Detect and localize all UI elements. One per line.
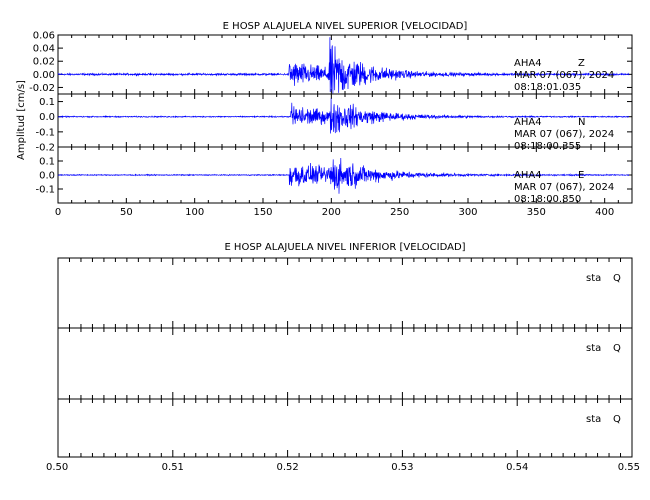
lower-chart-title: E HOSP ALAJUELA NIVEL INFERIOR [VELOCIDA…: [224, 242, 465, 253]
upper-x-tick-label: 350: [527, 207, 546, 218]
upper-x-tick-label: 150: [253, 207, 272, 218]
upper-x-tick-label: 50: [120, 207, 133, 218]
lower-panel-frame: [57, 398, 633, 458]
lower-x-tick-label: 0.53: [391, 462, 413, 473]
upper-y-tick-label: 0.02: [33, 57, 55, 68]
lower-panel-frame: [57, 257, 633, 329]
upper-y-tick-label: -0.2: [35, 143, 55, 154]
panel-date-label: MAR 07 (067), 2024: [514, 182, 614, 193]
upper-y-tick-label: 0.0: [39, 112, 55, 123]
waveform-e: [57, 157, 630, 194]
panel-time-label: 08:18:01.035: [514, 82, 581, 93]
waveform-z: [57, 37, 630, 94]
upper-y-tick-label: -0.1: [35, 127, 55, 138]
upper-y-tick-label: 0.00: [33, 70, 55, 81]
panel-date-label: MAR 07 (067), 2024: [514, 129, 614, 140]
upper-y-tick-label: 0.1: [39, 157, 55, 168]
panel-time-label: 08:18:00.850: [514, 194, 581, 205]
upper-x-tick-label: 400: [595, 207, 614, 218]
panel-component-label: N: [578, 117, 585, 128]
panel-component-label: Z: [578, 58, 585, 69]
lower-panel-3: sta Q: [57, 398, 633, 458]
panel-component-label: Q: [613, 273, 621, 284]
lower-x-tick-label: 0.54: [506, 462, 528, 473]
panel-station-label: AHA4: [514, 170, 542, 181]
panel-station-label: AHA4: [514, 58, 542, 69]
upper-y-tick-label: 0.1: [39, 97, 55, 108]
upper-x-tick-label: 0: [55, 207, 61, 218]
upper-y-tick-label: 0.04: [33, 44, 55, 55]
upper-x-tick-label: 100: [185, 207, 204, 218]
upper-chart-ylabel: Amplitud [cm/s]: [16, 80, 27, 160]
upper-y-tick-label: 0.06: [33, 31, 55, 42]
lower-panel-2: sta Q: [57, 327, 633, 400]
panel-component-label: Q: [613, 414, 621, 425]
panel-station-label: sta: [586, 414, 601, 425]
lower-x-tick-label: 0.52: [276, 462, 298, 473]
upper-x-axis: 0 50 100 150 200 250 300 350 400: [55, 207, 614, 218]
upper-x-tick-label: 250: [390, 207, 409, 218]
lower-x-tick-label: 0.50: [46, 462, 68, 473]
panel-date-label: MAR 07 (067), 2024: [514, 70, 614, 81]
lower-panel-frame: [57, 327, 633, 400]
upper-chart-title: E HOSP ALAJUELA NIVEL SUPERIOR [VELOCIDA…: [223, 21, 468, 32]
upper-y-tick-label: 0.0: [39, 171, 55, 182]
waveform-n: [57, 98, 630, 134]
lower-x-axis: 0.50 0.51 0.52 0.53 0.54 0.55: [46, 462, 640, 473]
lower-panel-1: sta Q: [57, 257, 633, 329]
upper-y-tick-label: -0.02: [29, 83, 55, 94]
lower-x-tick-label: 0.55: [618, 462, 640, 473]
upper-y-tick-label: -0.1: [35, 185, 55, 196]
upper-x-tick-label: 200: [322, 207, 341, 218]
panel-component-label: E: [578, 170, 584, 181]
lower-x-tick-label: 0.51: [162, 462, 184, 473]
panel-station-label: sta: [586, 343, 601, 354]
panel-station-label: sta: [586, 273, 601, 284]
panel-component-label: Q: [613, 343, 621, 354]
upper-seismogram-chart: E HOSP ALAJUELA NIVEL SUPERIOR [VELOCIDA…: [16, 21, 633, 218]
lower-seismogram-chart: E HOSP ALAJUELA NIVEL INFERIOR [VELOCIDA…: [46, 242, 640, 473]
upper-x-tick-label: 300: [458, 207, 477, 218]
panel-station-label: AHA4: [514, 117, 542, 128]
